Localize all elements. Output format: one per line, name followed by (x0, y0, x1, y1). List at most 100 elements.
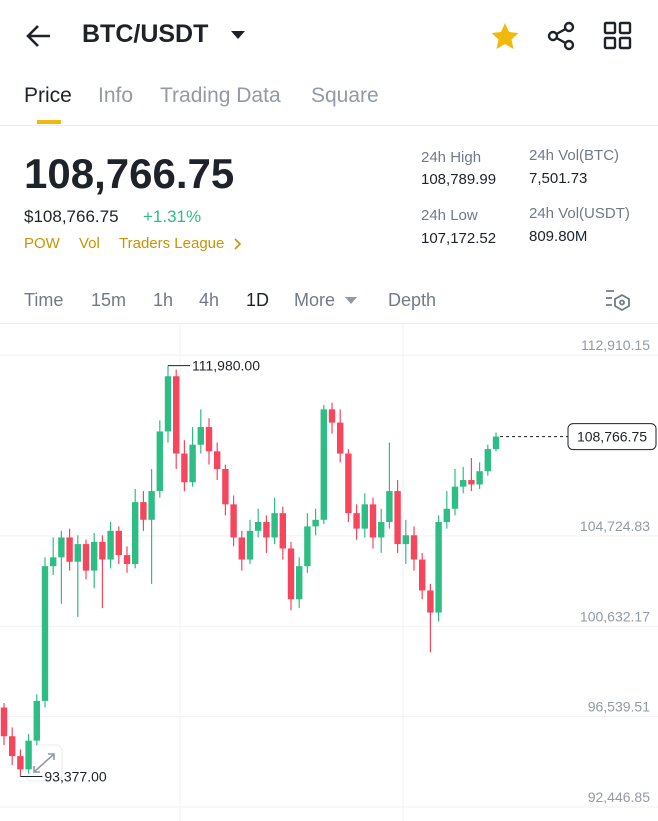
tag[interactable]: Traders League (119, 235, 225, 252)
candle-body (197, 427, 204, 445)
candle-body (205, 427, 213, 452)
candle-body (287, 548, 295, 600)
candle-body (279, 513, 286, 549)
candle-body (369, 504, 377, 538)
annotation-label: 93,377.00 (44, 768, 106, 784)
pair-title[interactable]: BTC/USDT (82, 20, 209, 48)
candle-body (402, 535, 409, 545)
candle-body (304, 526, 311, 567)
tab[interactable]: Trading Data (160, 84, 281, 107)
y-tick-label: 112,910.15 (581, 337, 650, 353)
candle-body (484, 449, 491, 472)
tab[interactable]: Info (98, 84, 134, 107)
tag[interactable]: POW (24, 235, 60, 252)
stat-label: 24h Vol(USDT) (529, 205, 630, 222)
share-icon[interactable] (547, 21, 577, 51)
expand-icon (33, 753, 55, 773)
tab[interactable]: Price (24, 84, 72, 107)
candle-body (9, 736, 16, 757)
candle-body (17, 756, 24, 770)
dropdown-icon[interactable] (344, 296, 358, 305)
candle-body (156, 431, 163, 492)
candle-body (353, 513, 360, 529)
interval[interactable]: 1D (246, 290, 270, 310)
candle-body (189, 444, 196, 483)
stat-value: 7,501.73 (529, 170, 588, 187)
candle-body (107, 530, 114, 560)
last-price: 108,766.75 (24, 150, 235, 197)
candle-body (214, 451, 221, 469)
stat-label: 24h High (421, 149, 482, 166)
divider (0, 323, 658, 324)
candle-body (410, 535, 418, 560)
chevron (234, 238, 242, 250)
candle-body (312, 519, 319, 527)
annotation-label: 111,980.00 (192, 358, 260, 374)
interval[interactable]: 1h (153, 290, 174, 310)
candle-body (181, 453, 188, 483)
candle-body (140, 502, 147, 520)
candle-body (328, 409, 336, 423)
candle-body (0, 707, 8, 737)
candle-body (74, 544, 81, 562)
candle-body (443, 508, 450, 523)
interval[interactable]: 4h (199, 290, 220, 310)
candle-body (123, 555, 131, 564)
stat-label: 24h Vol(BTC) (529, 147, 620, 164)
last-price-tag (567, 423, 657, 451)
tab-indicator (37, 120, 61, 124)
candle-body (230, 504, 237, 538)
candle-body (222, 468, 229, 505)
stat-value: 108,789.99 (421, 171, 497, 188)
y-tick-label: 104,724.83 (580, 518, 650, 534)
candle-body (25, 740, 32, 770)
dropdown-icon[interactable] (230, 30, 246, 40)
candle-body (41, 566, 49, 701)
stat-value: 809.80M (529, 228, 588, 245)
candle-body (394, 491, 401, 545)
candle-body (492, 436, 500, 450)
interval[interactable]: Depth (388, 290, 437, 310)
candle-body (419, 559, 426, 591)
stat-value: 107,172.52 (421, 230, 497, 247)
tag[interactable]: Vol (79, 235, 100, 252)
candle-body (386, 491, 393, 523)
candle-body (320, 409, 327, 520)
last-price-label: 108,766.75 (577, 429, 647, 445)
candle-body (271, 513, 278, 538)
y-tick-label: 92,446.85 (588, 789, 650, 805)
candle-body (33, 700, 40, 741)
y-tick-label: 96,539.51 (588, 699, 650, 715)
candle-body (476, 471, 483, 485)
interval[interactable]: Time (24, 290, 64, 310)
candle-body (427, 590, 434, 613)
candle-body (263, 522, 270, 538)
candle-body (91, 541, 98, 571)
candle-body (296, 566, 303, 600)
back-button[interactable] (24, 22, 54, 50)
candle-body (148, 491, 155, 520)
candle-body (132, 502, 139, 564)
candle-body (115, 530, 122, 556)
price-change: +1.31% (143, 207, 202, 226)
candle-body (255, 522, 262, 531)
stat-label: 24h Low (421, 207, 478, 224)
interval[interactable]: More (294, 290, 336, 310)
candle-body (58, 537, 65, 558)
candle-body (460, 480, 467, 487)
candle-body (164, 376, 172, 432)
interval[interactable]: 15m (91, 290, 127, 310)
favorite-star[interactable] (490, 22, 520, 50)
candle-body (50, 557, 57, 567)
usd-price: $108,766.75 (24, 207, 119, 226)
tab[interactable]: Square (311, 84, 379, 107)
candle-body (451, 486, 459, 509)
candle-body (468, 480, 475, 485)
chart-settings-icon[interactable] (604, 288, 632, 312)
candle-body (66, 537, 73, 562)
candle-body (246, 530, 254, 560)
y-tick-label: 100,632.17 (580, 608, 650, 624)
grid-menu-icon[interactable] (603, 21, 633, 51)
